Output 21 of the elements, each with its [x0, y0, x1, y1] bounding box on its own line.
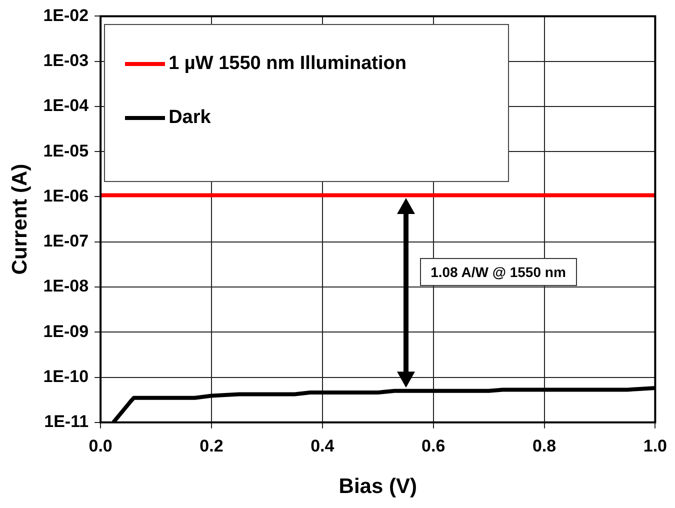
y-tick-label: 1E-10	[43, 366, 89, 386]
y-tick-label: 1E-02	[43, 6, 89, 25]
x-tick-label: 0.2	[200, 436, 224, 456]
x-axis-title: Bias (V)	[338, 475, 417, 498]
y-tick-label: 1E-11	[44, 412, 89, 432]
x-tick-label: 0.4	[310, 436, 335, 456]
annotation: 1.08 A/W @ 1550 nm	[420, 258, 577, 286]
y-tick-label: 1E-05	[43, 141, 89, 160]
y-tick-label: 1E-08	[43, 276, 89, 296]
y-tick-label: 1E-03	[43, 51, 89, 70]
x-tick-label: 1.0	[643, 436, 668, 456]
y-axis-title: Current (A)	[8, 164, 32, 275]
legend-label: Dark	[168, 107, 211, 130]
x-tick-label: 0.8	[532, 436, 556, 456]
y-tick-label: 1E-06	[43, 186, 89, 206]
x-tick-label: 0.6	[422, 436, 446, 456]
y-tick-label: 1E-09	[43, 322, 89, 341]
y-tick-label: 1E-04	[43, 96, 90, 116]
x-tick-label: 0.0	[88, 436, 112, 456]
y-tick-label: 1E-07	[43, 232, 89, 251]
legend-label: 1 µW 1550 nm Illumination	[168, 53, 406, 76]
